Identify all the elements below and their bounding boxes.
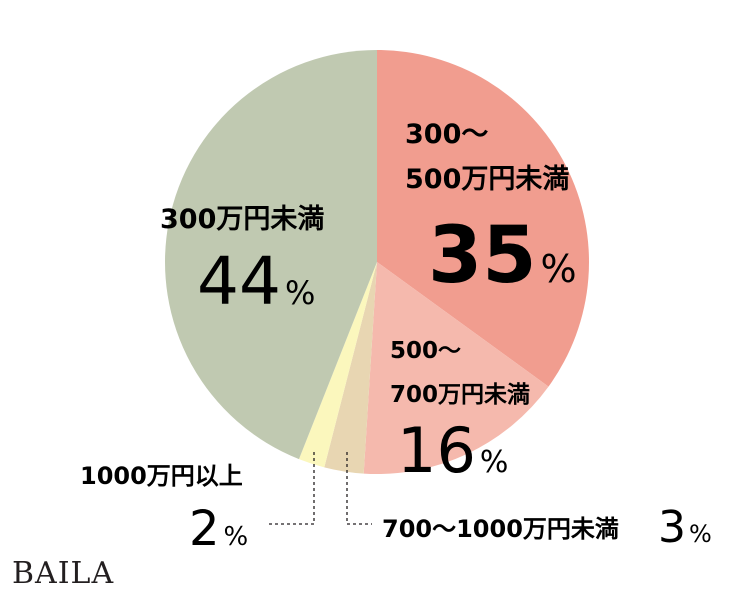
slice-label-500-700-line2: 700万円未満 (390, 382, 530, 408)
slice-label-300-500-line2: 500万円未満 (405, 164, 569, 195)
slice-label-700-1000: 700～1000万円未満 (382, 515, 619, 543)
slice-value-700-1000: 3% (658, 502, 712, 553)
leader-line-1000-plus (268, 452, 315, 525)
pie-slice-1 (363, 262, 549, 474)
pie-slice-4 (165, 50, 377, 460)
pie-slice-3 (298, 262, 377, 468)
baila-logo: BAILA (12, 556, 115, 591)
slice-label-300-500-line1: 300～ (405, 119, 488, 150)
pie-slices (165, 50, 589, 474)
slice-label-1000-plus: 1000万円以上 (80, 462, 243, 490)
slice-value-under-300: 44% (197, 243, 315, 320)
leader-line-700-1000 (346, 452, 372, 525)
pie-slice-0 (377, 50, 589, 387)
pie-slice-2 (324, 262, 377, 474)
slice-value-1000-plus: 2% (189, 501, 248, 557)
slice-label-under-300: 300万円未満 (160, 204, 324, 235)
slice-label-500-700-line1: 500～ (390, 338, 461, 364)
slice-value-500-700: 16% (397, 414, 508, 487)
slice-value-300-500: 35% (428, 211, 577, 301)
